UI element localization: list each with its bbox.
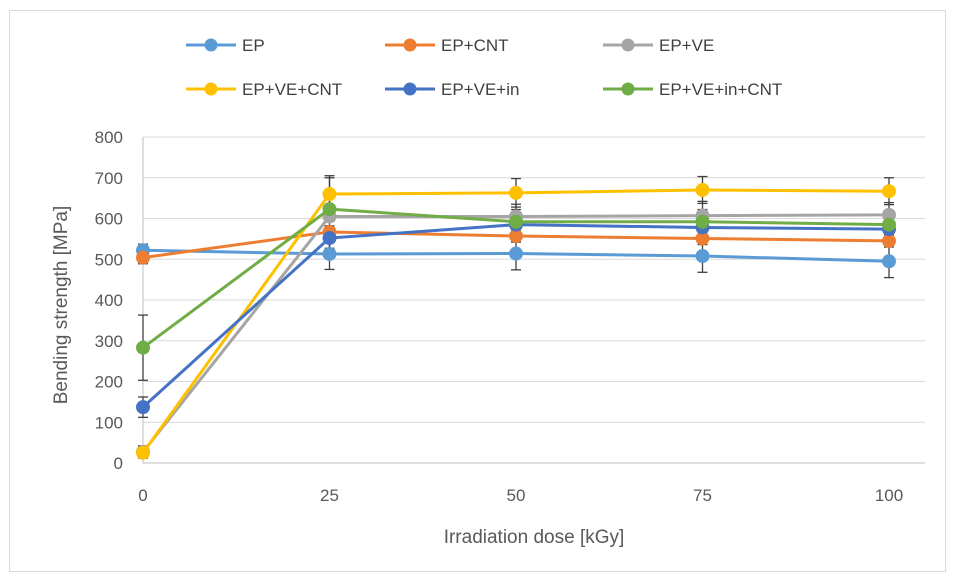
- legend: EP EP+CNT EP+VE EP+VE+CNT EP+VE+in EP+VE+in+C…: [186, 36, 782, 99]
- x-axis-title: Irradiation dose [kGy]: [444, 527, 625, 548]
- y-tick-label: 800: [95, 128, 123, 147]
- y-tick-label: 500: [95, 250, 123, 269]
- data-point-ep-ve-in-cnt: [136, 340, 150, 355]
- y-tick-label: 600: [95, 210, 123, 229]
- data-point-ep-ve-cnt: [882, 184, 896, 199]
- y-tick-label: 700: [95, 169, 123, 188]
- data-point-ep-ve-in: [136, 400, 150, 415]
- x-tick-label: 25: [320, 486, 339, 505]
- data-point-ep-ve-cnt: [509, 185, 523, 200]
- data-point-ep-cnt: [882, 233, 896, 248]
- data-point-ep-ve-in-cnt: [322, 202, 337, 217]
- legend-label-ep: EP: [242, 36, 265, 55]
- x-tick-label: 75: [693, 486, 712, 505]
- data-point-ep-ve-in-cnt: [695, 214, 710, 229]
- legend-marker-ep-ve-in-cnt: [621, 82, 635, 96]
- y-tick-label: 0: [114, 454, 123, 473]
- x-tick-label: 50: [507, 486, 526, 505]
- legend-marker-ep-ve-cnt: [204, 82, 218, 96]
- data-point-ep-ve-cnt: [322, 187, 337, 202]
- chart-frame: [9, 10, 946, 572]
- data-point-ep: [509, 246, 523, 261]
- y-tick-label: 400: [95, 291, 123, 310]
- data-point-ep: [882, 254, 896, 269]
- y-tick-label: 300: [95, 332, 123, 351]
- legend-label-ep-ve-in-cnt: EP+VE+in+CNT: [659, 80, 782, 99]
- data-point-ep: [322, 246, 337, 261]
- legend-label-ep-ve-in: EP+VE+in: [441, 80, 519, 99]
- legend-label-ep-ve: EP+VE: [659, 36, 714, 55]
- x-tick-label: 100: [875, 486, 903, 505]
- x-tick-label: 0: [138, 486, 147, 505]
- data-point-ep-ve-in: [322, 231, 337, 246]
- legend-marker-ep-cnt: [403, 38, 417, 52]
- data-point-ep: [695, 248, 710, 263]
- y-tick-label: 200: [95, 373, 123, 392]
- series-lines: [136, 182, 896, 460]
- data-point-ep-cnt: [136, 250, 150, 265]
- legend-label-ep-ve-cnt: EP+VE+CNT: [242, 80, 342, 99]
- data-point-ep-ve-in-cnt: [509, 214, 523, 229]
- y-axis-title: Bending strength [MPa]: [51, 206, 72, 405]
- legend-marker-ep-ve: [621, 38, 635, 52]
- legend-marker-ep: [204, 38, 218, 52]
- data-point-ep-ve-cnt: [695, 182, 710, 197]
- legend-label-ep-cnt: EP+CNT: [441, 36, 509, 55]
- tick-labels: 0 100 200 300 400 500 600 700 800 0 25 50 75 100: [95, 128, 904, 505]
- legend-marker-ep-ve-in: [403, 82, 417, 96]
- gridlines: [143, 136, 925, 423]
- data-point-ep-ve-cnt: [136, 445, 150, 460]
- data-point-ep-ve-in-cnt: [882, 217, 896, 232]
- y-tick-label: 100: [95, 413, 123, 432]
